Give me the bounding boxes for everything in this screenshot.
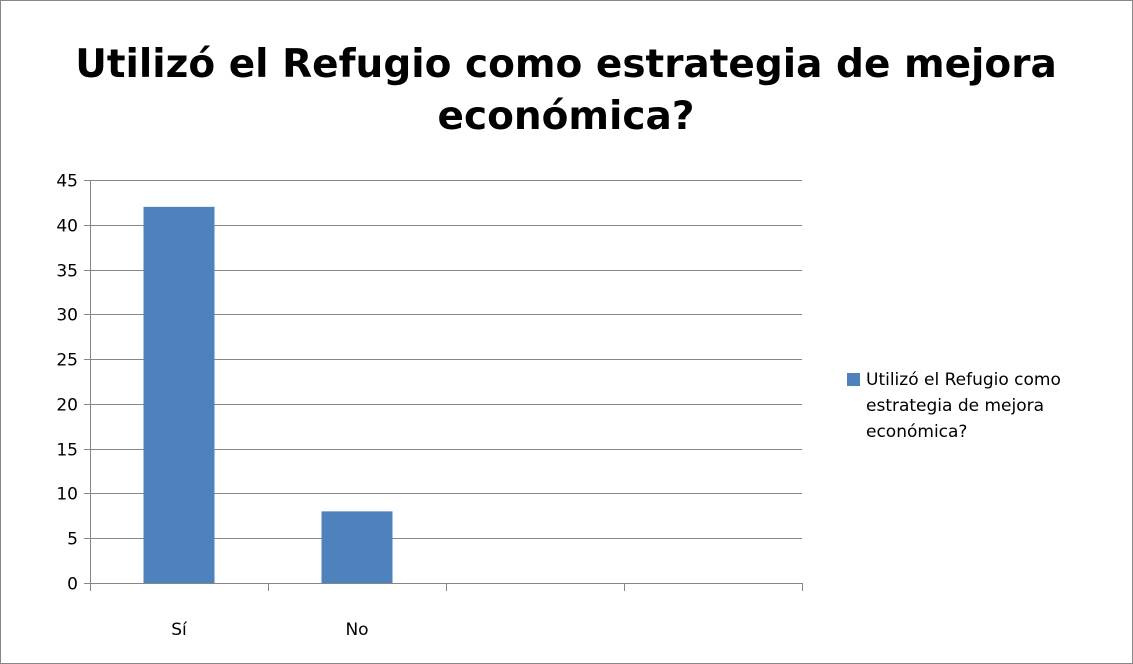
legend: Utilizó el Refugio como estrategia de me… <box>847 367 1117 445</box>
x-tick-label: No <box>345 620 368 640</box>
x-tick-labels: Sí No <box>171 620 368 640</box>
y-tick-labels: 0 5 10 15 20 25 30 35 40 45 <box>56 172 78 595</box>
y-tick-label: 45 <box>56 172 78 192</box>
y-tick-label: 40 <box>56 217 78 237</box>
bar <box>321 511 393 583</box>
y-tick-label: 35 <box>56 262 78 282</box>
bar <box>143 206 215 583</box>
y-tick-label: 5 <box>67 530 78 550</box>
axes <box>84 180 803 591</box>
bars <box>143 206 393 583</box>
y-tick-label: 25 <box>56 351 78 371</box>
y-tick-label: 30 <box>56 306 78 326</box>
y-tick-label: 15 <box>56 441 78 461</box>
chart-title: Utilizó el Refugio como estrategia de me… <box>75 42 1057 139</box>
y-tick-label: 0 <box>67 575 78 595</box>
legend-swatch <box>847 373 860 386</box>
legend-label: Utilizó el Refugio como estrategia de me… <box>866 370 1061 442</box>
x-tick-label: Sí <box>171 620 188 640</box>
y-tick-label: 20 <box>56 396 78 416</box>
y-tick-label: 10 <box>56 485 78 505</box>
